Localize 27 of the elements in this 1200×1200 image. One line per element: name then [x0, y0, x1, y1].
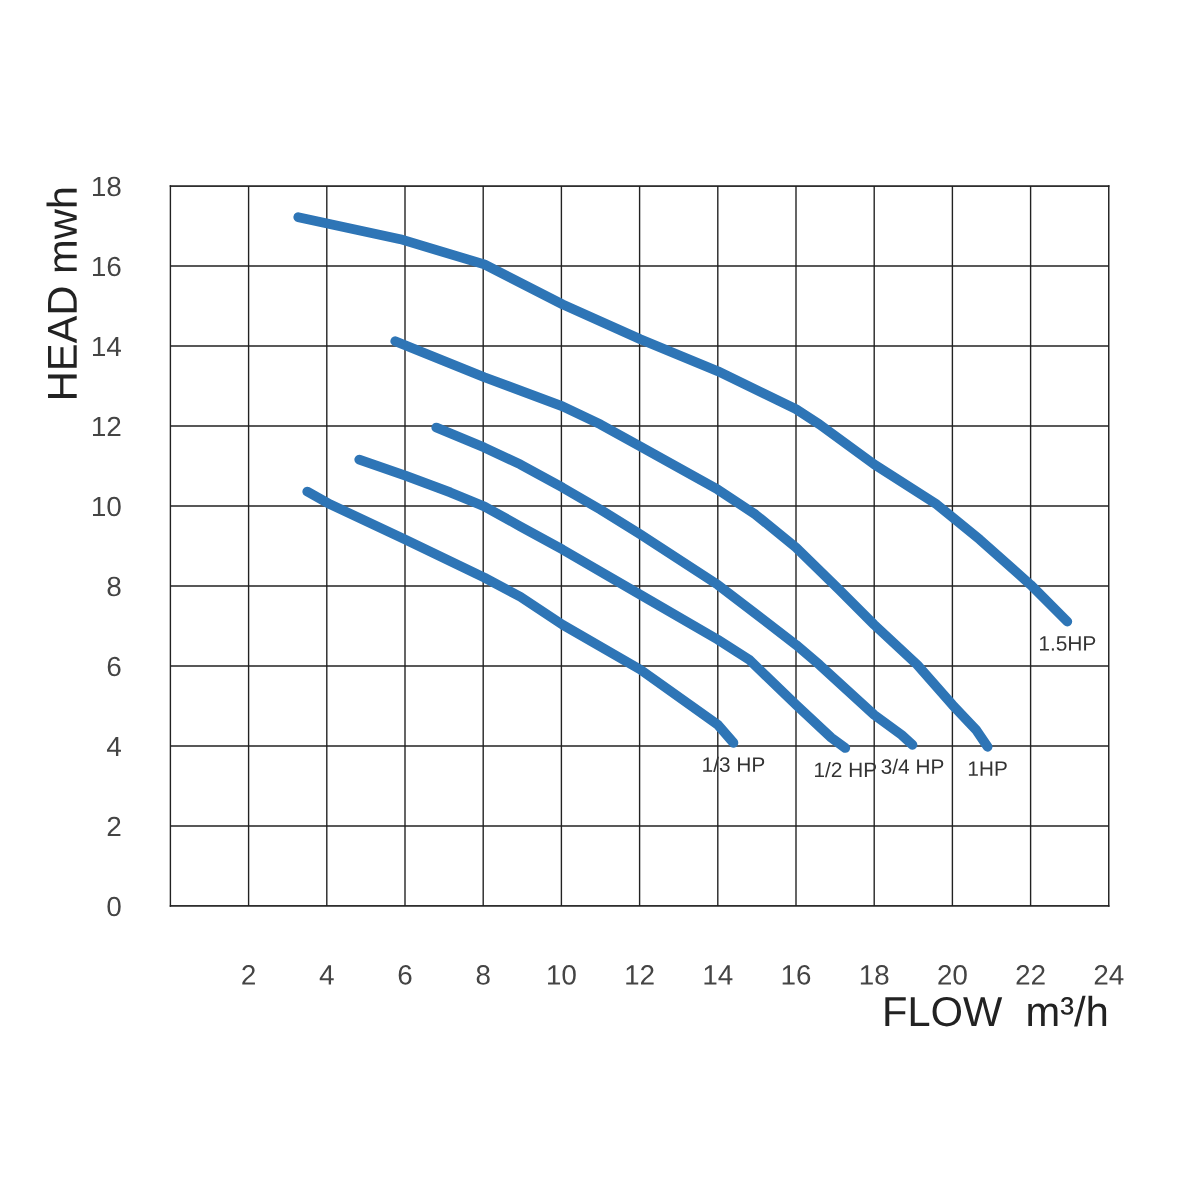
x-tick-label: 6 [398, 965, 412, 985]
x-tick-label: 8 [476, 965, 490, 985]
y-axis-title: HEAD mwh [46, 188, 77, 398]
x-tick-label: 16 [782, 965, 811, 985]
x-tick-label: 12 [626, 965, 654, 985]
y-tick-label: 6 [107, 656, 121, 677]
series-label: 3/4 HP [881, 758, 944, 774]
y-tick-label: 8 [107, 576, 121, 597]
series-label: 1.5HP [1039, 636, 1096, 651]
y-tick-label: 14 [93, 336, 121, 357]
x-tick-label: 22 [1016, 965, 1045, 985]
x-axis-title: FLOW m³/h [885, 995, 1107, 1027]
x-tick-label: 4 [319, 965, 334, 985]
x-tick-label: 10 [548, 965, 576, 985]
x-tick-label: 24 [1094, 965, 1124, 985]
x-tick-label: 14 [704, 965, 733, 985]
y-tick-label: 12 [93, 416, 121, 437]
y-tick-label: 2 [107, 816, 121, 837]
y-tick-label: 10 [93, 496, 121, 517]
y-tick-label: 4 [106, 736, 121, 757]
y-tick-label: 0 [107, 896, 121, 917]
y-tick-label: 18 [93, 176, 121, 197]
x-tick-label: 2 [242, 965, 255, 985]
y-tick-label: 16 [93, 256, 121, 277]
series-label: 1HP [968, 761, 1007, 776]
x-tick-label: 20 [938, 965, 967, 985]
x-tick-label: 18 [860, 965, 889, 985]
